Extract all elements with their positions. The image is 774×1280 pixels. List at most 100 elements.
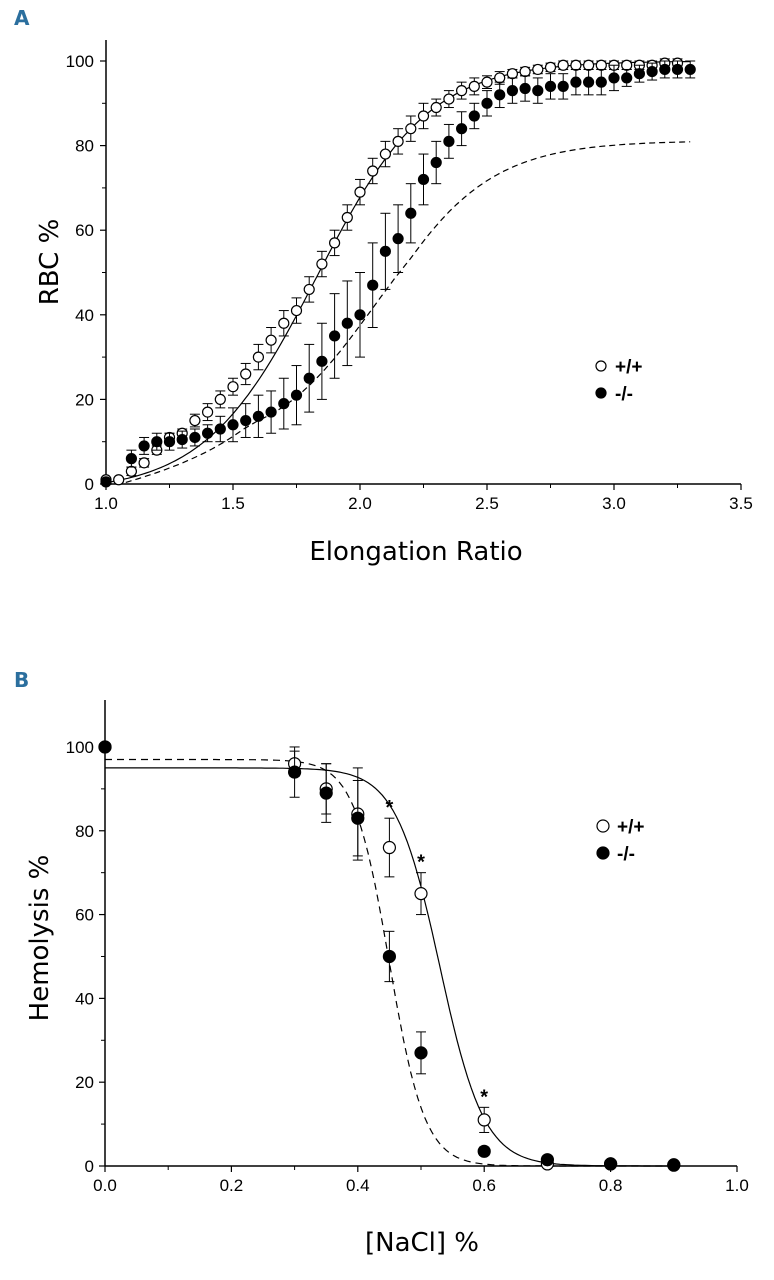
data-point-ko (468, 110, 480, 122)
data-point-wt (316, 258, 328, 270)
data-point-wt (290, 304, 303, 317)
data-point-wt (506, 68, 519, 80)
x-tick-label: 0.6 (472, 1176, 496, 1195)
y-tick-label: 80 (75, 822, 94, 841)
data-point-ko (582, 76, 595, 88)
y-tick-label: 60 (75, 906, 94, 925)
x-tick-label: 3.0 (602, 494, 626, 513)
data-point-ko (329, 330, 341, 342)
data-point-ko (405, 207, 417, 219)
data-point-ko (417, 173, 430, 186)
data-point-wt (367, 165, 379, 177)
chart-panel-b: 0.0 0.2 0.4 0.6 0.8 1.0 0 20 40 60 80 100 [NaCl] % He… (25, 700, 749, 1258)
data-point-ko (481, 97, 493, 109)
y-tick-label: 20 (75, 390, 94, 409)
legend-marker (595, 360, 607, 372)
significance-star: * (417, 852, 425, 874)
legend-marker (595, 387, 607, 399)
data-point-wt (468, 80, 480, 92)
x-axis-label: Elongation Ratio (309, 537, 522, 567)
x-tick-label: 1.5 (221, 494, 245, 513)
data-point-ko (506, 85, 519, 97)
data-point-wt (240, 368, 252, 380)
x-tick-label: 1.0 (94, 494, 118, 513)
data-point-ko (354, 309, 366, 321)
data-point-wt (202, 406, 214, 418)
data-point-ko (319, 786, 333, 800)
data-point-wt (456, 85, 468, 97)
data-point-ko (414, 1046, 428, 1060)
x-tick-label: 1.0 (725, 1176, 749, 1195)
data-point-ko (477, 1144, 491, 1158)
data-point-ko (367, 279, 379, 291)
data-point-ko (163, 436, 176, 448)
data-point-ko (621, 72, 633, 84)
data-point-ko (98, 740, 112, 754)
data-point-ko (392, 233, 404, 245)
legend-marker (596, 846, 610, 860)
legend-label: +/+ (615, 357, 642, 378)
data-point-ko (540, 1153, 555, 1167)
x-axis-label: [NaCl] % (365, 1228, 479, 1258)
fit-curve-wt (105, 767, 674, 1167)
data-point-ko (595, 76, 607, 88)
data-point-wt (532, 63, 544, 76)
x-tick-label: 0.2 (220, 1176, 244, 1195)
data-point-wt (544, 61, 557, 73)
data-point-ko (265, 406, 277, 418)
data-point-wt (113, 474, 125, 486)
legend-label: -/- (617, 844, 635, 865)
fit-curve-ko (106, 141, 691, 485)
x-tick-label: 3.5 (729, 494, 753, 513)
data-point-wt (477, 1113, 491, 1127)
legend-label: -/- (615, 384, 633, 405)
data-point-wt (582, 59, 595, 71)
data-point-wt (252, 351, 264, 363)
data-point-ko (608, 72, 620, 84)
data-point-ko (278, 398, 290, 410)
y-tick-label: 80 (75, 137, 94, 156)
x-tick-label: 0.4 (346, 1176, 370, 1195)
data-point-ko (570, 76, 582, 88)
data-point-ko (176, 433, 188, 446)
data-point-ko (288, 765, 302, 779)
data-point-ko (684, 63, 696, 76)
data-point-wt (417, 110, 430, 122)
legend-marker (596, 819, 610, 833)
data-point-wt (379, 148, 391, 160)
data-point-wt (430, 101, 442, 114)
data-point-ko (382, 949, 396, 964)
y-tick-label: 100 (66, 52, 94, 71)
legend-label: +/+ (617, 817, 644, 838)
data-point-ko (202, 427, 214, 439)
data-point-wt (125, 465, 137, 477)
data-point-wt (354, 186, 366, 198)
y-tick-label: 20 (75, 1073, 94, 1092)
data-point-ko (227, 419, 239, 431)
data-point-ko (290, 389, 303, 401)
data-point-wt (621, 59, 633, 71)
data-point-wt (570, 59, 582, 71)
panel-label-b: B (14, 668, 30, 692)
data-point-wt (392, 135, 404, 147)
data-point-ko (603, 1157, 618, 1171)
y-tick-label: 40 (75, 306, 94, 325)
data-point-wt (414, 887, 428, 901)
data-point-ko (151, 436, 163, 448)
data-point-ko (430, 156, 442, 169)
data-point-ko (671, 63, 684, 76)
data-point-ko (646, 65, 658, 78)
data-point-wt (443, 93, 455, 105)
data-point-wt (341, 211, 353, 224)
data-point-ko (341, 317, 353, 329)
data-point-ko (667, 1158, 681, 1172)
data-point-ko (138, 440, 150, 452)
data-point-wt (265, 334, 277, 346)
significance-star: * (386, 797, 394, 819)
data-point-ko (659, 63, 671, 76)
data-point-wt (303, 283, 315, 296)
y-axis-label: Hemolysis % (25, 855, 55, 1022)
data-point-wt (481, 76, 493, 88)
y-tick-label: 60 (75, 221, 94, 240)
